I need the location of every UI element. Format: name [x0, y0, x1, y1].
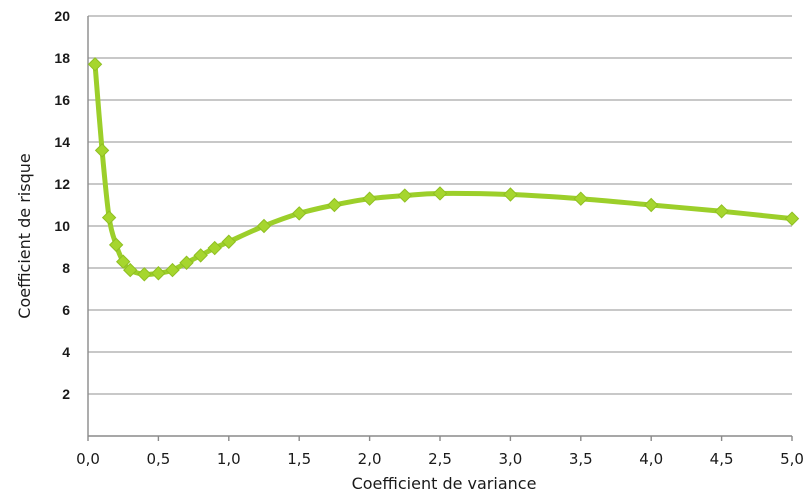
- data-point-marker: [87, 57, 103, 72]
- x-tick-label: 1,5: [287, 450, 311, 468]
- data-point-marker: [503, 187, 518, 202]
- x-tick-label: 1,0: [217, 450, 241, 468]
- data-point-marker: [397, 188, 413, 203]
- x-tick-label: 4,5: [710, 450, 734, 468]
- y-tick-label: 8: [62, 260, 70, 276]
- series-line: [92, 61, 795, 277]
- data-point-marker: [108, 237, 124, 253]
- y-tick-label: 6: [62, 302, 70, 318]
- data-point-marker: [256, 218, 272, 234]
- data-point-marker: [291, 206, 307, 221]
- series-markers: [87, 57, 800, 282]
- y-axis-title: Coefficient de risque: [15, 153, 34, 318]
- data-point-marker: [137, 267, 152, 282]
- x-tick-label: 5,0: [780, 450, 803, 468]
- x-tick-label: 2,0: [358, 450, 382, 468]
- y-tick-label: 18: [54, 50, 70, 66]
- data-point-marker: [573, 191, 589, 206]
- x-tick-label: 3,5: [569, 450, 593, 468]
- gridlines: [88, 15, 792, 395]
- x-axis-title: Coefficient de variance: [352, 474, 537, 493]
- data-point-marker: [193, 248, 208, 263]
- data-point-marker: [784, 211, 800, 226]
- data-point-marker: [101, 210, 117, 225]
- y-tick-label: 12: [54, 176, 70, 192]
- data-point-marker: [123, 262, 138, 278]
- y-tick-label: 10: [54, 218, 70, 234]
- data-point-marker: [207, 240, 222, 256]
- y-tick-label: 16: [54, 92, 70, 108]
- x-tick-label: 3,0: [498, 450, 522, 468]
- data-point-marker: [432, 186, 448, 201]
- x-tick-labels: 0,0 0,5 1,0 1,5 2,0 2,5 3,0 3,5 4,0 4,5 5,0: [76, 450, 803, 468]
- data-point-marker: [327, 197, 342, 213]
- data-point-marker: [115, 254, 131, 269]
- x-tick-label: 2,5: [428, 450, 452, 468]
- axes: [87, 16, 793, 441]
- y-tick-label: 4: [62, 344, 70, 360]
- data-point-marker: [221, 234, 237, 249]
- data-point-marker: [714, 204, 729, 219]
- data-point-marker: [643, 197, 659, 213]
- y-tick-label: 2: [62, 386, 70, 402]
- series-line-path: [92, 61, 795, 277]
- y-tick-label: 20: [54, 8, 70, 24]
- data-point-marker: [151, 266, 166, 281]
- data-point-marker: [179, 255, 194, 270]
- data-point-marker: [94, 143, 110, 158]
- data-point-marker: [165, 262, 180, 278]
- y-tick-labels: 2 4 6 8 10 12 14 16 18 20: [54, 8, 70, 402]
- x-tick-label: 0,0: [76, 450, 100, 468]
- y-tick-label: 14: [54, 134, 70, 150]
- x-tick-label: 0,5: [146, 450, 170, 468]
- x-tick-label: 4,0: [639, 450, 663, 468]
- data-point-marker: [362, 191, 377, 206]
